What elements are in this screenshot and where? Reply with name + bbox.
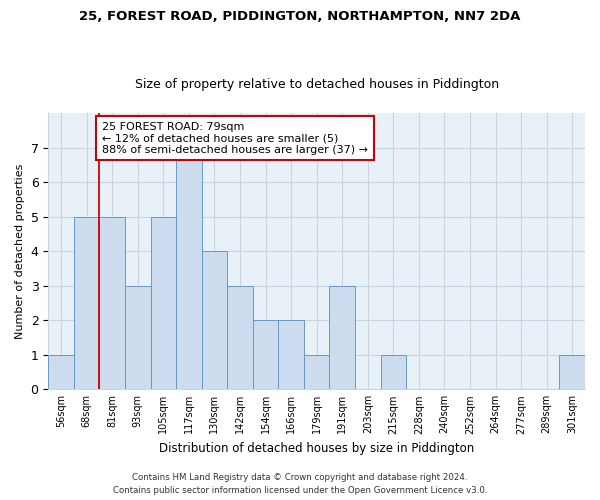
Bar (151, 216, 176, 390)
Bar (100, 216, 125, 390)
Text: 25, FOREST ROAD, PIDDINGTON, NORTHAMPTON, NN7 2DA: 25, FOREST ROAD, PIDDINGTON, NORTHAMPTON… (79, 10, 521, 23)
Bar (202, 251, 227, 390)
Bar (380, 355, 406, 390)
Y-axis label: Number of detached properties: Number of detached properties (15, 164, 25, 339)
Bar (559, 355, 585, 390)
Bar (253, 320, 278, 390)
Title: Size of property relative to detached houses in Piddington: Size of property relative to detached ho… (134, 78, 499, 91)
Text: 25 FOREST ROAD: 79sqm
← 12% of detached houses are smaller (5)
88% of semi-detac: 25 FOREST ROAD: 79sqm ← 12% of detached … (102, 122, 368, 155)
Text: Contains HM Land Registry data © Crown copyright and database right 2024.
Contai: Contains HM Land Registry data © Crown c… (113, 474, 487, 495)
Bar (125, 286, 151, 390)
Bar (48, 355, 74, 390)
Bar (304, 355, 329, 390)
Bar (329, 286, 355, 390)
Bar (278, 320, 304, 390)
Bar (227, 286, 253, 390)
X-axis label: Distribution of detached houses by size in Piddington: Distribution of detached houses by size … (159, 442, 474, 455)
Bar (176, 148, 202, 390)
Bar (74, 216, 100, 390)
